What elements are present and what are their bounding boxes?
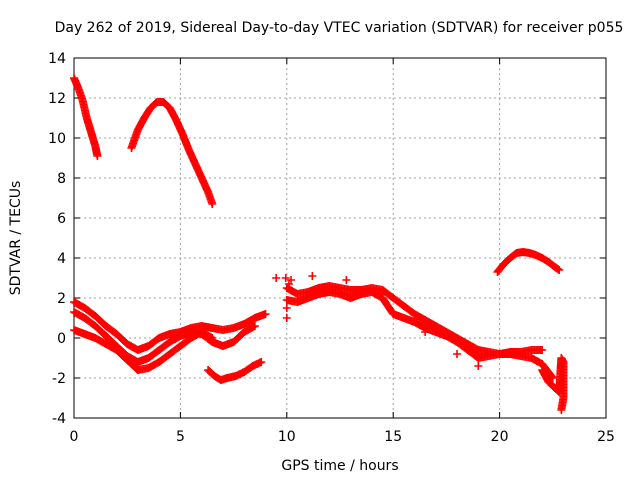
- x-tick-label: 0: [70, 429, 79, 445]
- data-point: [208, 334, 217, 342]
- plot-frame: [73, 57, 607, 419]
- data-point: [93, 152, 102, 160]
- x-tick-label: 15: [384, 429, 402, 445]
- y-tick-label: 14: [48, 51, 66, 67]
- y-tick-label: -4: [52, 411, 66, 427]
- y-tick-label: 4: [57, 251, 66, 267]
- x-tick-label: 5: [176, 429, 185, 445]
- data-point: [257, 358, 266, 366]
- data-point: [342, 276, 351, 284]
- data-point: [453, 350, 462, 358]
- data-point: [538, 346, 547, 354]
- data-point: [421, 328, 430, 336]
- data-point: [555, 266, 564, 274]
- data-markers: [70, 74, 568, 414]
- y-tick-label: -2: [52, 371, 66, 387]
- y-tick-label: 0: [57, 331, 66, 347]
- data-point: [282, 314, 291, 322]
- data-point: [548, 374, 557, 382]
- chart-title: Day 262 of 2019, Sidereal Day-to-day VTE…: [55, 20, 624, 36]
- data-point: [250, 322, 259, 330]
- data-point: [281, 274, 290, 282]
- tick-layer: 0 5 10 15 20 25 -4 -2 0 2 4 6 8 10 12 14: [48, 51, 615, 445]
- data-point: [208, 200, 217, 208]
- data-point: [287, 276, 296, 284]
- data-point: [474, 362, 483, 370]
- x-axis-label: GPS time / hours: [281, 458, 398, 474]
- data-point: [272, 274, 281, 282]
- x-tick-label: 10: [278, 429, 296, 445]
- x-tick-label: 20: [491, 429, 509, 445]
- data-point: [261, 310, 270, 318]
- y-tick-label: 8: [57, 171, 66, 187]
- data-point: [282, 304, 291, 312]
- data-point: [308, 272, 317, 280]
- y-tick-label: 2: [57, 291, 66, 307]
- data-point: [557, 406, 566, 414]
- x-tick-label: 25: [597, 429, 615, 445]
- y-axis-label: SDTVAR / TECUs: [8, 181, 24, 296]
- y-tick-label: 10: [48, 131, 66, 147]
- y-tick-label: 6: [57, 211, 66, 227]
- y-tick-label: 12: [48, 91, 66, 107]
